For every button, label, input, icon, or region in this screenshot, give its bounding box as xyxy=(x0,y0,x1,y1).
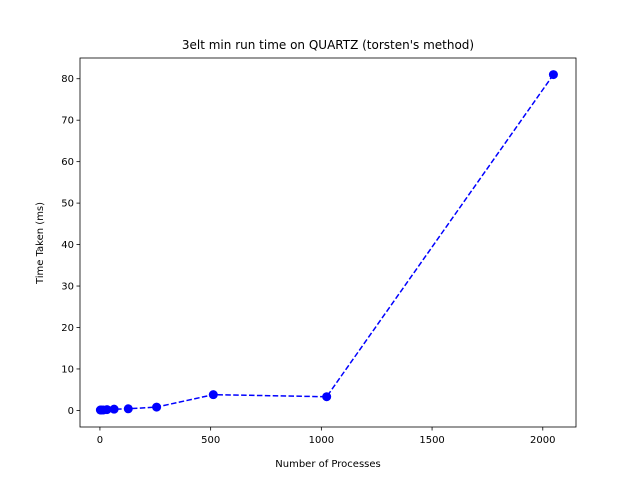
y-tick-label: 30 xyxy=(61,282,74,293)
y-tick-label: 60 xyxy=(61,157,74,168)
x-tick-label: 1000 xyxy=(309,435,334,446)
y-tick-label: 80 xyxy=(61,74,74,85)
data-point xyxy=(548,70,558,80)
data-point xyxy=(208,390,218,400)
axes-frame xyxy=(79,57,577,428)
data-point xyxy=(123,404,133,414)
chart-title: 3elt min run time on QUARTZ (torsten's m… xyxy=(182,38,474,52)
y-tick-label: 0 xyxy=(68,406,74,417)
x-tick-label: 0 xyxy=(97,435,103,446)
x-tick-label: 1500 xyxy=(419,435,444,446)
y-tick-label: 70 xyxy=(61,116,74,127)
x-tick-label: 500 xyxy=(201,435,220,446)
y-tick-label: 10 xyxy=(61,364,74,375)
data-point xyxy=(102,405,112,415)
plot-area: 0 500 1000 1500 2000 0 10 20 30 40 50 60 70 80 xyxy=(61,57,577,446)
data-point xyxy=(109,404,119,414)
data-point xyxy=(322,392,332,402)
y-tick-label: 50 xyxy=(61,199,74,210)
y-axis-label: Time Taken (ms) xyxy=(35,202,46,285)
y-tick-label: 20 xyxy=(61,323,74,334)
x-axis-label: Number of Processes xyxy=(275,459,380,470)
y-tick-label: 40 xyxy=(61,240,74,251)
data-point xyxy=(152,402,162,412)
x-tick-label: 2000 xyxy=(530,435,555,446)
